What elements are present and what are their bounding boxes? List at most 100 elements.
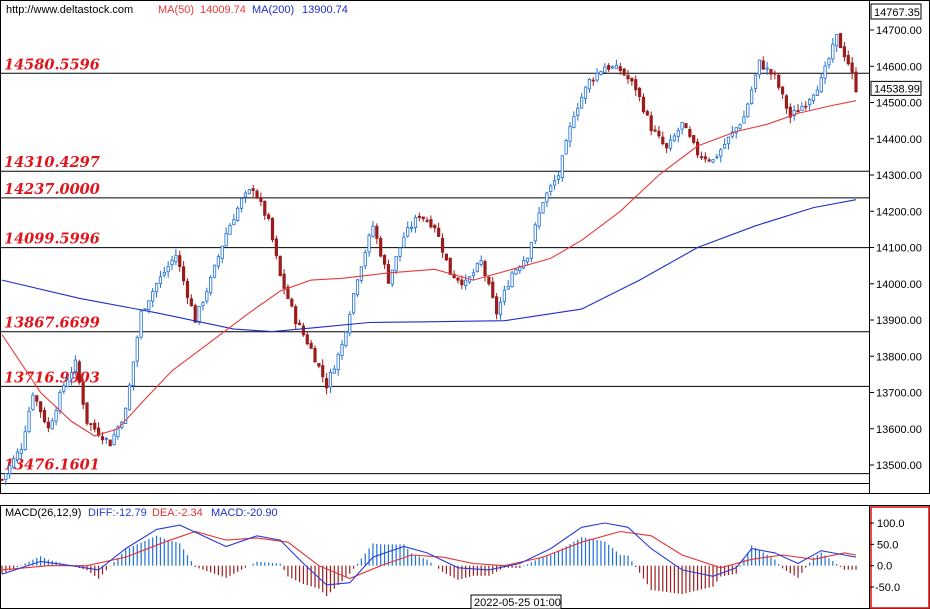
- candle-body: [552, 180, 557, 186]
- candle-body: [692, 135, 696, 143]
- candle-body: [541, 201, 545, 214]
- candle-body: [638, 87, 642, 97]
- candle: [456, 277, 460, 284]
- candle: [158, 270, 163, 288]
- candle: [854, 67, 858, 94]
- candle: [537, 206, 541, 230]
- candle-body: [815, 89, 819, 97]
- candle-body: [607, 65, 611, 70]
- candle-body: [394, 256, 398, 272]
- candle: [842, 41, 847, 62]
- candle-body: [529, 242, 534, 259]
- candle-body: [413, 216, 418, 229]
- candle: [224, 227, 228, 247]
- candle: [498, 297, 503, 320]
- candle-body: [359, 266, 363, 281]
- macd-diff-line: [1, 522, 857, 586]
- candle-body: [39, 401, 43, 413]
- candle-body: [35, 395, 39, 402]
- macd-dea-value: DEA:-2.34: [152, 507, 203, 519]
- candle-body: [182, 266, 186, 282]
- candle: [576, 102, 580, 121]
- macd-tick-label: -50.0: [875, 582, 900, 594]
- candle-body: [410, 226, 414, 229]
- candle-body: [707, 159, 711, 162]
- candle: [108, 439, 112, 447]
- candle-body: [479, 260, 483, 265]
- candle-body: [665, 143, 669, 149]
- candle: [522, 256, 526, 270]
- candle-body: [780, 86, 785, 95]
- candle: [170, 256, 174, 271]
- candle: [209, 275, 213, 296]
- candle-body: [811, 94, 816, 101]
- candle: [417, 212, 421, 222]
- candle: [552, 174, 557, 190]
- candle-body: [224, 232, 228, 247]
- candle: [297, 319, 302, 326]
- candle-body: [398, 247, 402, 257]
- candle: [437, 222, 441, 238]
- candle-body: [804, 105, 808, 108]
- candle: [471, 269, 476, 281]
- candle-body: [243, 192, 248, 198]
- candle-body: [842, 46, 847, 58]
- candle-body: [73, 359, 78, 372]
- candle: [777, 73, 781, 91]
- candle-body: [27, 410, 31, 432]
- candle: [139, 309, 143, 340]
- candle-body: [703, 156, 707, 160]
- candle: [31, 392, 35, 412]
- candle-body: [81, 382, 85, 405]
- candle-body: [324, 378, 329, 389]
- candle-body: [332, 368, 336, 374]
- level-label: 13476.1601: [4, 457, 100, 474]
- candle-body: [259, 197, 263, 202]
- candle: [525, 257, 530, 266]
- candle-body: [31, 394, 35, 410]
- candle: [332, 365, 336, 374]
- candle: [769, 68, 773, 81]
- candle: [591, 77, 595, 87]
- candle: [402, 232, 406, 248]
- candle: [680, 121, 684, 135]
- candle: [309, 340, 313, 349]
- candle: [81, 378, 85, 410]
- candle-body: [352, 293, 356, 314]
- candle: [572, 111, 576, 129]
- candle-body: [375, 225, 379, 239]
- ma200-value: 13900.74: [302, 4, 348, 16]
- candle: [753, 74, 758, 93]
- candle: [784, 94, 789, 114]
- candle: [189, 294, 193, 307]
- macd-tick-label: 50.0: [877, 539, 898, 551]
- candle: [626, 70, 630, 84]
- candle-body: [835, 34, 839, 47]
- candle: [382, 254, 387, 270]
- candle-body: [723, 143, 727, 149]
- candle-body: [178, 255, 182, 267]
- candle: [703, 152, 707, 163]
- candle-body: [719, 149, 723, 157]
- candle: [738, 123, 742, 131]
- candle: [599, 70, 603, 76]
- candle: [726, 136, 731, 150]
- candle: [846, 50, 850, 66]
- candle: [580, 92, 584, 109]
- candle: [838, 32, 843, 49]
- price-panel-frame: [0, 0, 930, 494]
- candle-body: [440, 237, 445, 253]
- candle: [66, 375, 70, 388]
- candle: [506, 280, 510, 290]
- price-tick-label: 14200.00: [876, 206, 922, 218]
- candle-body: [788, 106, 792, 118]
- candle: [321, 359, 325, 383]
- price-tick-label: 14300.00: [876, 170, 922, 182]
- candle-body: [580, 96, 584, 109]
- candle: [154, 282, 159, 298]
- candle: [359, 266, 363, 284]
- candle: [259, 192, 263, 207]
- candle: [475, 262, 479, 273]
- candle-body: [212, 264, 217, 278]
